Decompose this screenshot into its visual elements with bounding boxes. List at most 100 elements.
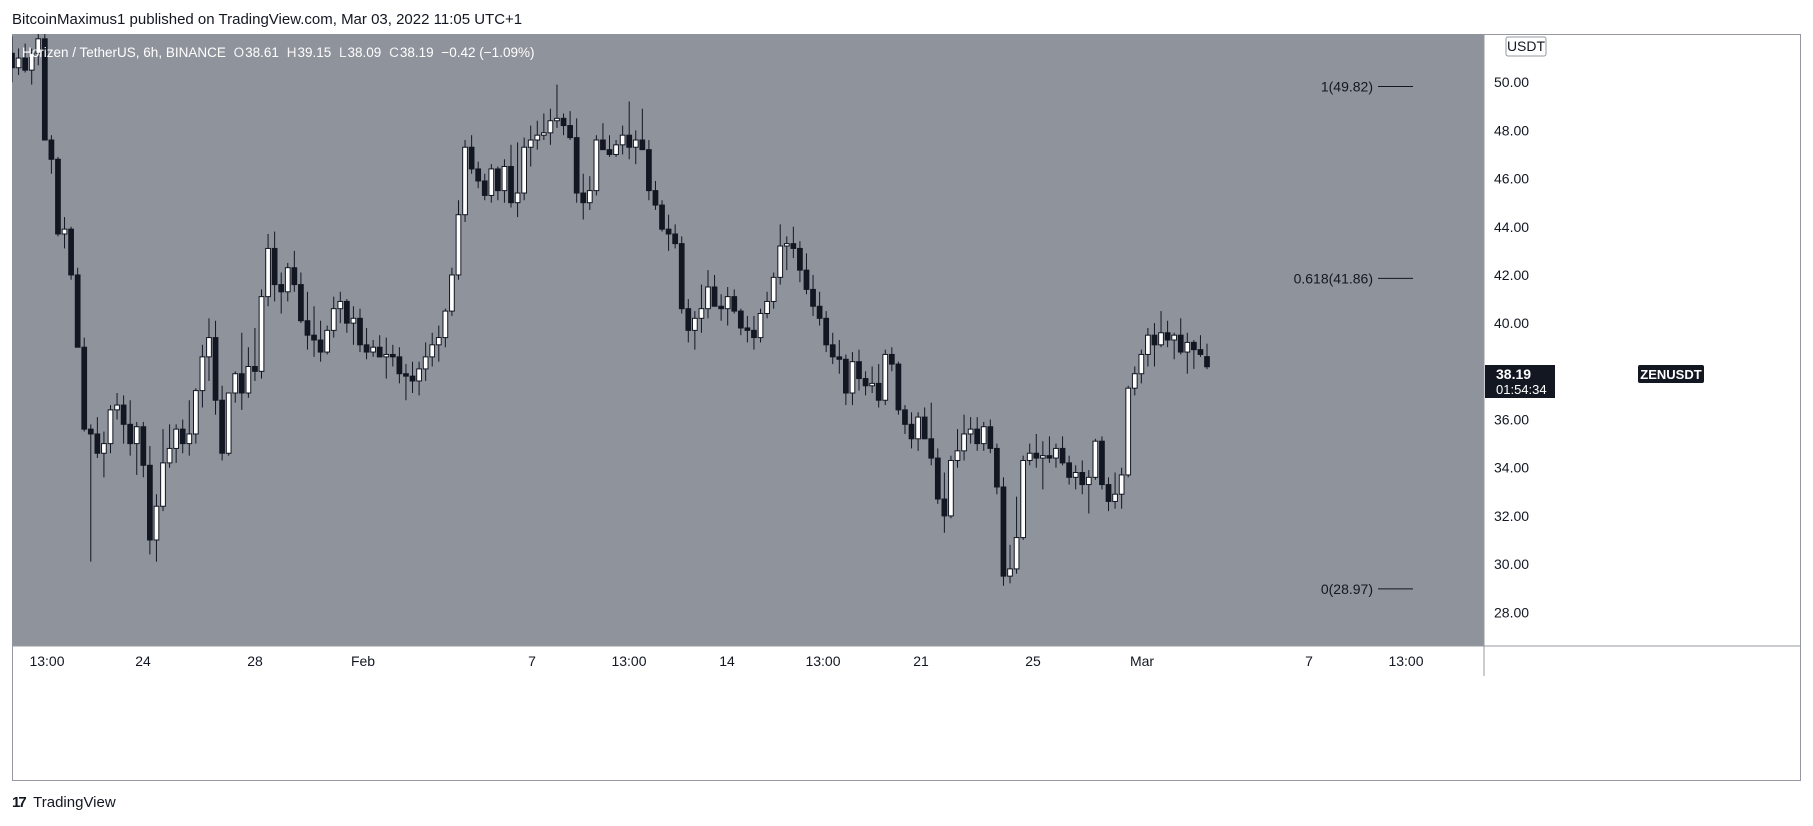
candle-body-up xyxy=(28,52,35,71)
candle xyxy=(258,289,265,379)
candle xyxy=(751,315,757,350)
time-tick-label: 24 xyxy=(135,653,151,669)
candle xyxy=(580,173,587,220)
candle-body-up xyxy=(455,214,462,276)
candle xyxy=(370,340,376,357)
candle-body-down xyxy=(252,366,258,372)
legend-change: −0.42 (−1.09%) xyxy=(441,45,535,60)
candlestick-chart[interactable]: 1(49.82) 0.618(41.86) 0(28.97) 50.00 48.00 4… xyxy=(12,34,1801,781)
footer-brand[interactable]: TradingView xyxy=(33,794,116,811)
candle-body-up xyxy=(1145,334,1151,355)
legend-open-label: O xyxy=(233,45,245,60)
candle xyxy=(672,224,679,249)
candle xyxy=(68,226,74,280)
candle-body-up xyxy=(521,146,528,194)
candle xyxy=(586,176,593,210)
plot-area[interactable] xyxy=(12,34,1484,646)
candle-body-up xyxy=(705,286,711,310)
candle xyxy=(1059,436,1066,466)
candle-body-down xyxy=(606,149,613,155)
candle xyxy=(678,236,685,314)
price-tick-label: 46.00 xyxy=(1494,171,1529,187)
candle xyxy=(619,125,626,155)
candle-body-up xyxy=(501,166,508,192)
candle-body-down xyxy=(856,361,862,380)
candle-body-down xyxy=(829,344,836,358)
candle-body-down xyxy=(357,317,363,346)
candle-body-up xyxy=(1026,452,1033,461)
price-tick-label: 30.00 xyxy=(1494,556,1529,572)
candle xyxy=(317,320,324,362)
candle xyxy=(449,267,455,316)
candle-body-down xyxy=(626,134,633,148)
symbol-legend: Horizen / TetherUS, 6h, BINANCE O38.61 H… xyxy=(22,45,538,60)
candle-body-down xyxy=(1046,455,1053,459)
candle xyxy=(337,291,344,324)
candle xyxy=(87,424,94,562)
candle xyxy=(271,231,278,302)
candle xyxy=(238,332,245,410)
candle xyxy=(508,144,514,208)
time-tick-label: Mar xyxy=(1130,653,1154,669)
candle-body-down xyxy=(403,373,409,377)
candle-body-up xyxy=(133,426,140,445)
candle-body-up xyxy=(370,346,376,353)
candle-body-down xyxy=(652,190,659,206)
candle-body-up xyxy=(547,120,554,134)
candle xyxy=(1066,455,1072,485)
candle-body-up xyxy=(1039,455,1046,459)
candle xyxy=(567,111,573,141)
candle xyxy=(1177,318,1184,355)
candle-body-up xyxy=(1184,341,1191,353)
time-tick-label: 25 xyxy=(1025,653,1041,669)
candle-body-up xyxy=(967,428,974,435)
legend-symbol[interactable]: Horizen / TetherUS, 6h, BINANCE xyxy=(22,45,226,60)
candle xyxy=(383,337,390,379)
candle xyxy=(593,135,600,196)
candle-body-down xyxy=(81,346,88,430)
candle xyxy=(908,412,915,449)
candle-body-up xyxy=(107,409,114,445)
candle xyxy=(843,354,849,406)
candle xyxy=(488,164,495,203)
candle xyxy=(1138,349,1145,384)
candle xyxy=(547,108,554,145)
candle-body-up xyxy=(488,168,495,196)
candle xyxy=(462,140,468,222)
price-tick-label: 42.00 xyxy=(1494,267,1529,283)
candle-body-down xyxy=(468,146,475,170)
candle-body-up xyxy=(429,344,436,358)
candle xyxy=(856,349,862,391)
candle-body-down xyxy=(659,204,665,230)
candle xyxy=(1092,438,1099,480)
candle-body-up xyxy=(324,329,331,353)
price-axis[interactable]: 50.0048.0046.0044.0042.0040.0038.0036.00… xyxy=(1494,74,1529,620)
candle-body-down xyxy=(744,327,751,331)
candle-body-up xyxy=(449,274,455,312)
candle-body-down xyxy=(409,375,416,382)
candle-body-up xyxy=(954,450,961,461)
candle-body-up xyxy=(199,356,206,392)
candle xyxy=(724,286,731,326)
candle-body-down xyxy=(895,363,902,411)
candle xyxy=(974,417,981,451)
candle xyxy=(22,43,28,73)
candle-body-down xyxy=(934,457,941,500)
candle-body-down xyxy=(902,409,908,425)
candle xyxy=(133,421,140,475)
candle xyxy=(961,414,967,461)
time-axis[interactable]: 13:00 24 28 Feb 7 13:00 14 13:00 21 25 Mar 7 13:00 xyxy=(29,653,1423,669)
candle-body-down xyxy=(1099,440,1105,486)
candle xyxy=(12,36,15,83)
candle xyxy=(869,366,876,394)
tradingview-logo-icon[interactable]: 17 xyxy=(12,794,27,811)
candle-body-up xyxy=(1171,334,1178,341)
candle-body-down xyxy=(22,57,28,71)
candles-group xyxy=(12,34,1210,586)
candle xyxy=(987,419,994,454)
candle-body-up xyxy=(153,505,160,541)
candle xyxy=(1171,332,1178,360)
candle xyxy=(475,161,482,189)
candle-body-up xyxy=(232,373,239,394)
candle-body-up xyxy=(980,426,987,445)
